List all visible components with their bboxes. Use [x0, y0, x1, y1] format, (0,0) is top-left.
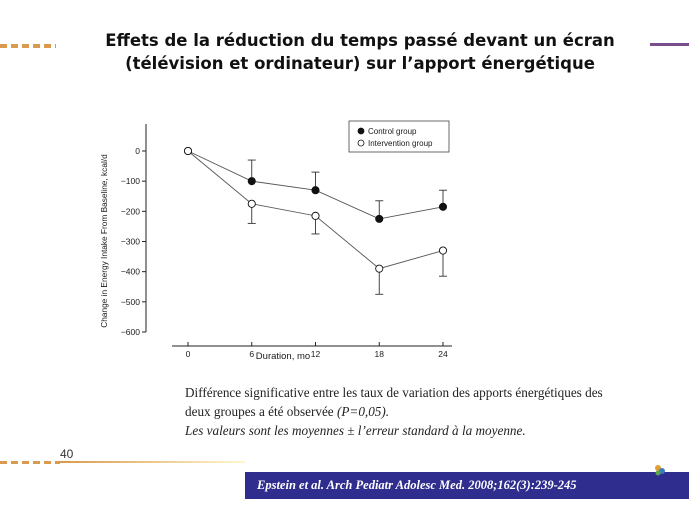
chart-axes: 0 −100 −200 −300 −400 −500 −600 0 6 12 18 24	[121, 124, 452, 359]
series-control	[183, 146, 448, 223]
caption-line3: Les valeurs sont les moyennes ± l’erreur…	[185, 423, 526, 438]
y-axis-label: Change in Energy Intake From Baseline, k…	[99, 154, 109, 328]
decorative-dashed-line-top	[0, 44, 56, 48]
caption-line2-text: deux groupes a été observée	[185, 404, 337, 419]
slide-title-line2: (télévision et ordinateur) sur l’apport …	[125, 54, 595, 73]
series-intervention	[183, 146, 448, 295]
x-tick-label: 18	[375, 349, 385, 359]
legend-label: Control group	[368, 127, 417, 136]
legend-box	[348, 120, 450, 153]
y-tick-label: −400	[121, 267, 140, 277]
legend-filled-marker-icon	[357, 127, 365, 135]
slide-title: Effets de la réduction du temps passé de…	[60, 29, 660, 75]
intervention-point	[183, 146, 193, 156]
citation-bar: Epstein et al. Arch Pediatr Adolesc Med.…	[245, 472, 689, 499]
citation-text: Epstein et al. Arch Pediatr Adolesc Med.…	[257, 478, 577, 492]
y-tick-label: −600	[121, 327, 140, 337]
caption-p-value: (P=0,05).	[336, 404, 390, 419]
caption: Différence significative entre les taux …	[185, 383, 680, 440]
decorative-gradient-rule	[60, 461, 245, 463]
y-tick-label: −100	[121, 176, 140, 186]
control-point	[438, 202, 448, 211]
legend-label: Intervention group	[368, 139, 433, 148]
x-axis-label: Duration, mo	[256, 351, 310, 362]
control-point	[247, 177, 256, 186]
chart-series	[183, 146, 448, 295]
legend-open-marker-icon	[357, 139, 365, 147]
x-tick-label: 0	[186, 349, 191, 359]
decorative-bar-top-right	[650, 43, 689, 46]
y-tick-label: 0	[135, 146, 140, 156]
x-tick-label: 12	[311, 349, 321, 359]
intervention-point	[375, 264, 384, 273]
x-tick-label: 6	[249, 349, 254, 359]
x-tick-label: 24	[438, 349, 448, 359]
intervention-point	[247, 199, 256, 208]
slide-title-line1: Effets de la réduction du temps passé de…	[105, 31, 615, 50]
chart-legend: Control group Intervention group	[348, 120, 450, 153]
decorative-dashed-line-bottom	[0, 461, 60, 464]
corner-logo-icon	[655, 465, 665, 476]
y-tick-label: −300	[121, 237, 140, 247]
control-point	[311, 186, 320, 195]
caption-line1: Différence significative entre les taux …	[185, 385, 603, 400]
intervention-point	[311, 211, 320, 220]
y-tick-label: −500	[121, 297, 140, 307]
intervention-point	[438, 246, 448, 255]
control-point	[375, 214, 384, 223]
page-number: 40	[60, 447, 74, 461]
y-tick-label: −200	[121, 206, 140, 216]
caption-line2: deux groupes a été observée (P=0,05).	[185, 402, 680, 421]
